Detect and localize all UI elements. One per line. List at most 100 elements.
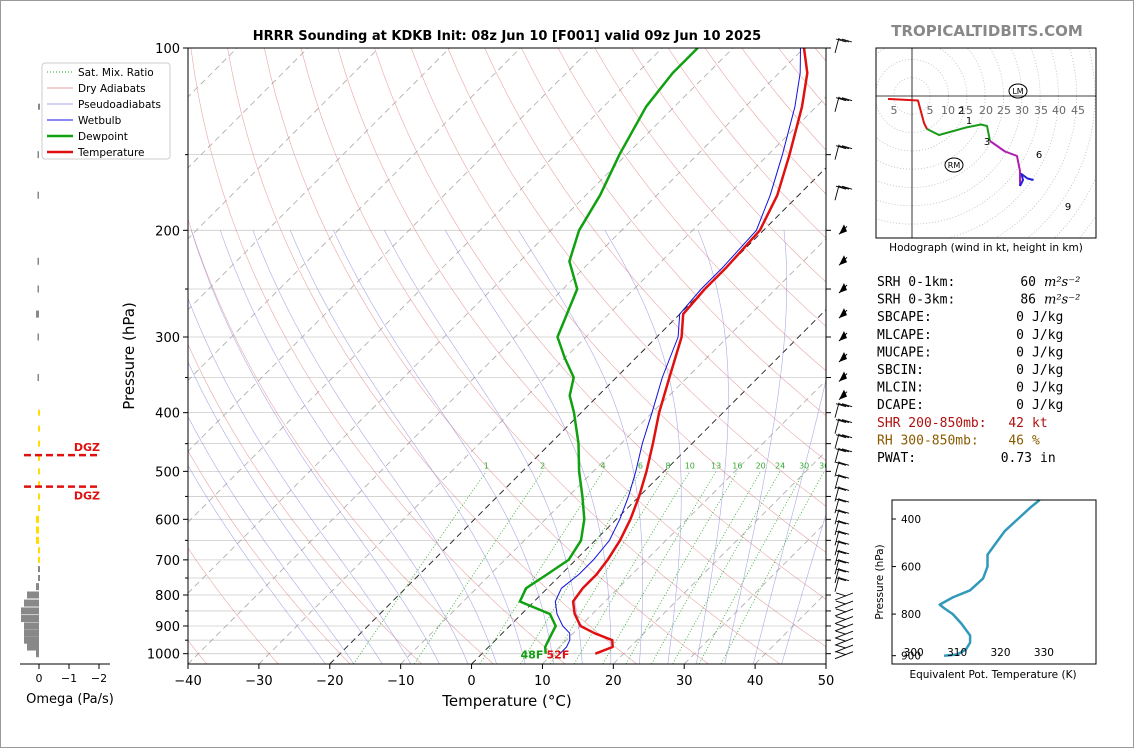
- hodo-caption: Hodograph (wind in kt, height in km): [889, 242, 1083, 254]
- dry-adiabat: [188, 343, 423, 664]
- hodo-trace: [887, 98, 928, 130]
- skewt-frame: [187, 47, 827, 665]
- stat-value: 0: [1016, 328, 1024, 343]
- mixing-ratio-line: [625, 471, 738, 664]
- barb-staff: [834, 144, 840, 160]
- barb-flag: [838, 568, 850, 573]
- theta-e-line: [938, 499, 1041, 657]
- omega-bar: [24, 629, 39, 637]
- wind-barb: [838, 283, 848, 294]
- hodo-height-label: 9: [1065, 202, 1071, 213]
- barb-flag: [838, 474, 850, 479]
- wind-barb: [834, 644, 854, 653]
- x-tick-label: 20: [605, 674, 622, 689]
- barb-flag: [838, 434, 850, 439]
- wind-barb: [834, 185, 853, 201]
- barb-flag: [841, 185, 853, 190]
- isotherm: [188, 48, 309, 169]
- barb-flag: [838, 461, 850, 466]
- brand-watermark: TROPICALTIDBITS.COM: [891, 22, 1083, 40]
- dry-adiabat: [227, 48, 638, 664]
- dry-adiabat: [778, 48, 826, 107]
- barb-staff: [834, 474, 840, 490]
- omega-bar: [36, 526, 39, 534]
- dry-adiabat: [925, 48, 1134, 667]
- y-tick-label: 1000: [147, 648, 180, 663]
- barb-flag: [835, 38, 847, 43]
- stat-label: MLCAPE:: [877, 328, 932, 343]
- barb-flag: [838, 419, 850, 424]
- stat-unit: J/kg: [1032, 381, 1063, 396]
- pseudoadiabat: [191, 230, 440, 664]
- barb-staff: [834, 418, 840, 434]
- omega-bar: [36, 310, 39, 318]
- theta-e-y-tick-label: 900: [901, 651, 921, 663]
- omega-x-tick-label: 0: [36, 672, 43, 685]
- legend-entry: Sat. Mix. Ratio: [78, 67, 154, 79]
- wind-barb: [838, 352, 848, 363]
- barb-staff: [834, 486, 840, 502]
- wind-barb: [838, 255, 848, 266]
- pseudoadiabat: [188, 361, 383, 664]
- stat-unit: in: [1040, 451, 1056, 466]
- wind-barb: [834, 600, 854, 609]
- chart-title: HRRR Sounding at KDKB Init: 08z Jun 10 […: [253, 29, 761, 44]
- mixing-ratio-line: [573, 471, 691, 664]
- barb-staff: [834, 433, 840, 449]
- wind-barb: [834, 37, 853, 54]
- omega-bar: [37, 285, 39, 293]
- barb-flag: [838, 559, 850, 564]
- barb-flag: [835, 530, 847, 535]
- wind-barb: [834, 144, 853, 160]
- surface-dewpoint-label: 48F: [521, 649, 544, 662]
- mixing-ratio-label: 20: [756, 461, 766, 470]
- omega-bar: [37, 151, 39, 159]
- barb-flag: [835, 540, 847, 545]
- dgz-label: DGZ: [74, 490, 100, 503]
- barb-flag: [835, 600, 847, 605]
- barb-staff: [834, 600, 854, 609]
- barb-flag: [838, 38, 850, 43]
- mixing-ratio-label: 10: [685, 461, 695, 470]
- legend-entry: Temperature: [77, 147, 145, 159]
- isotherm: [188, 48, 663, 523]
- barb-pennant: [839, 330, 847, 341]
- dry-adiabat: [814, 48, 826, 62]
- mixing-ratio-line: [549, 471, 669, 664]
- barb-flag: [835, 403, 847, 408]
- mixing-ratio-line: [519, 471, 641, 664]
- barb-pennant: [839, 224, 847, 235]
- barb-pennant: [839, 352, 847, 363]
- barb-flag: [835, 461, 847, 466]
- stat-value: 0: [1016, 363, 1024, 378]
- hodo-ring-label: 40: [1052, 104, 1066, 117]
- barb-staff: [834, 519, 840, 536]
- mixing-ratio-line: [413, 471, 543, 664]
- wind-barb: [834, 498, 850, 514]
- omega-bar: [37, 191, 39, 199]
- omega-bar: [27, 591, 39, 599]
- isotherm: [188, 48, 379, 240]
- x-tick-label: −10: [387, 674, 414, 689]
- pseudoadiabat: [695, 230, 729, 664]
- y-tick-label: 600: [155, 513, 180, 528]
- mixing-ratio-label: 13: [711, 461, 721, 470]
- barb-staff: [834, 540, 840, 556]
- omega-bar: [24, 622, 39, 630]
- y-tick-label: 700: [155, 554, 180, 569]
- stat-label: SRH 0-3km:: [877, 293, 955, 308]
- stat-label: DCAPE:: [877, 398, 924, 413]
- legend-entry: Pseudoadiabats: [78, 99, 161, 111]
- mixing-ratio-line: [698, 471, 805, 664]
- barb-flag: [841, 403, 853, 408]
- omega-bar: [36, 536, 39, 544]
- wind-barb: [834, 433, 853, 449]
- dry-adiabat: [447, 48, 826, 507]
- mixing-ratio-line: [672, 471, 781, 664]
- barb-staff: [834, 651, 854, 660]
- isotherm: [542, 379, 826, 664]
- stat-value: 0: [1016, 345, 1024, 360]
- storm-motion-label: LM: [1012, 87, 1023, 96]
